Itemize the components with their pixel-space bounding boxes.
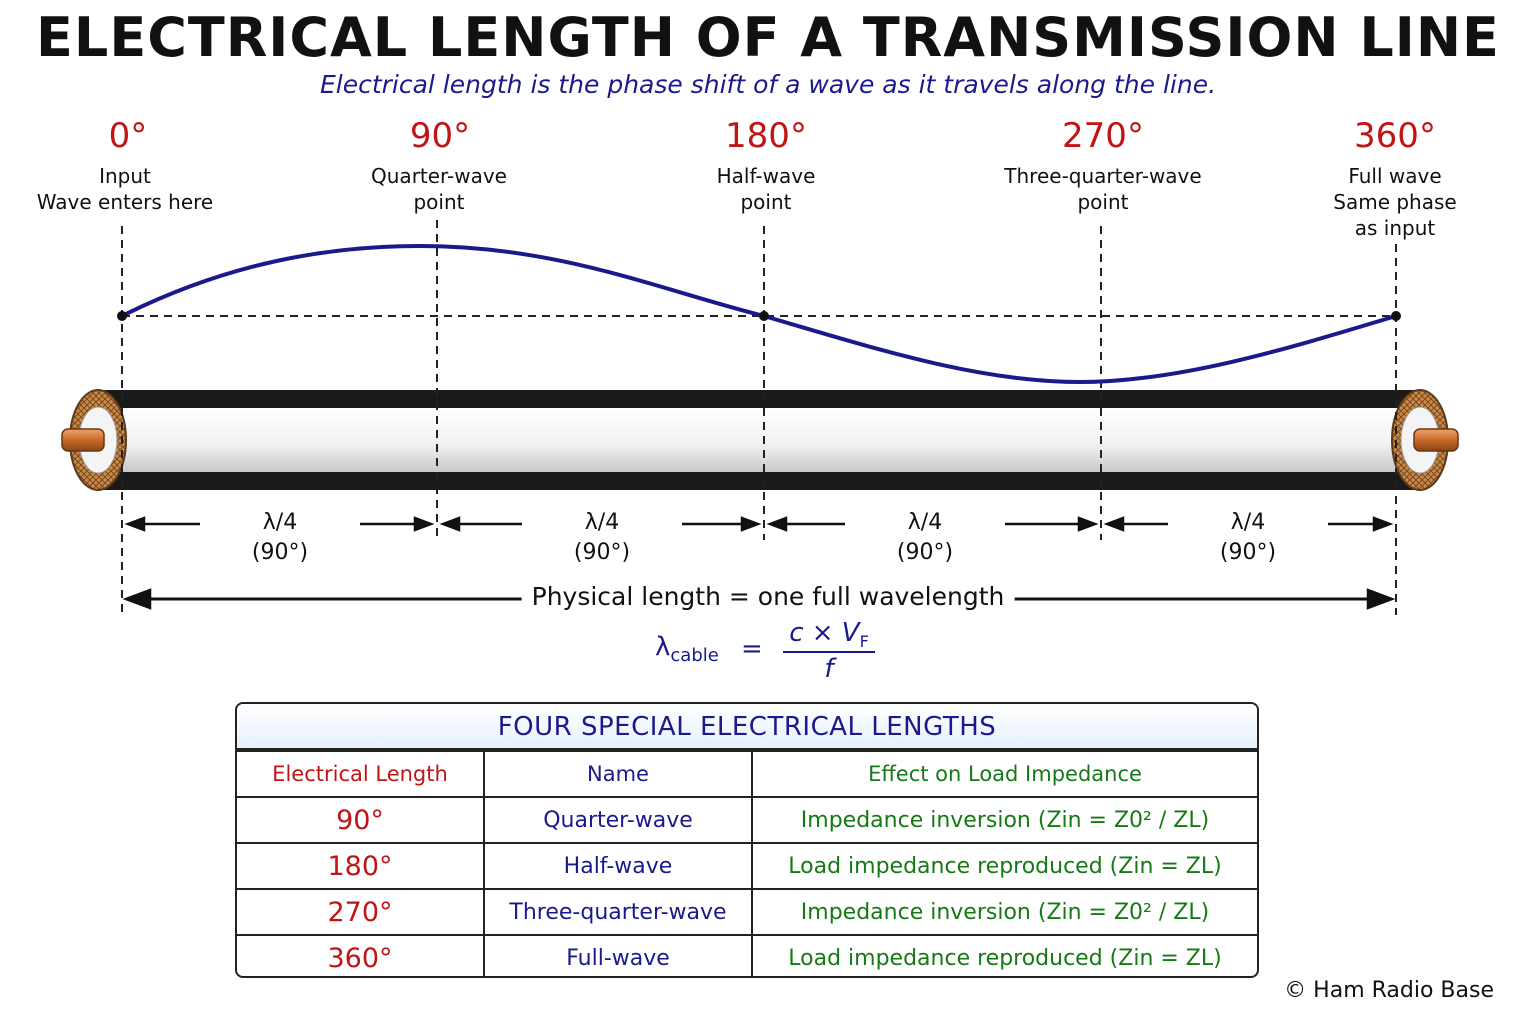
marker-desc-360-line-2: Same phase [1333,190,1457,214]
segment-2-phase: (90°) [573,540,631,565]
segment-arrowhead-3-right [1077,516,1099,532]
physical-arrowhead-left [122,588,152,610]
row-name: Full-wave [483,934,753,976]
row-length: 180° [237,842,485,890]
table-header-row: Electrical Length Name Effect on Load Im… [237,750,1257,798]
segment-2-fraction: λ/4 [584,510,620,535]
wave-point-start [117,311,127,321]
degree-label-90: 90° [409,116,471,156]
left-center-conductor [61,428,105,452]
transmission-line-diagram [61,220,1459,615]
segment-1-fraction: λ/4 [262,510,298,535]
row-name: Half-wave [483,842,753,890]
marker-desc-270: Three-quarter-wave point [973,163,1233,215]
degree-label-0: 0° [108,116,148,156]
marker-desc-0-line-1: Input [99,164,151,188]
row-name: Three-quarter-wave [483,888,753,936]
segment-4-fraction: λ/4 [1230,510,1266,535]
row-effect: Impedance inversion (Zin = Z0² / ZL) [751,796,1257,844]
segment-label-2: λ/4 (90°) [522,508,682,568]
formula-lambda: λ [655,632,671,662]
formula-equals: = [741,634,763,664]
marker-desc-180: Half-wave point [636,163,896,215]
segment-label-3: λ/4 (90°) [845,508,1005,568]
phase-wave [121,243,1397,385]
segment-arrowhead-3-left [766,516,788,532]
segment-arrowhead-2-left [439,516,461,532]
header-electrical-length: Electrical Length [237,750,485,798]
page-title: ELECTRICAL LENGTH OF A TRANSMISSION LINE [36,6,1500,69]
special-lengths-table: FOUR SPECIAL ELECTRICAL LENGTHS Electric… [235,702,1259,978]
row-length: 90° [237,796,485,844]
formula-numerator: c × VF [783,618,875,651]
marker-desc-360-line-3: as input [1354,216,1436,240]
page-subtitle: Electrical length is the phase shift of … [319,70,1217,99]
marker-desc-90: Quarter-wave point [309,163,569,215]
marker-desc-360-line-1: Full wave [1348,164,1442,188]
wave-point-end [1391,311,1401,321]
physical-arrowhead-right [1366,588,1396,610]
row-effect: Load impedance reproduced (Zin = ZL) [751,934,1257,976]
segment-1-phase: (90°) [251,540,309,565]
table-row: 270° Three-quarter-wave Impedance invers… [237,888,1257,936]
segment-3-phase: (90°) [896,540,954,565]
row-length: 360° [237,934,485,976]
table-row: 180° Half-wave Load impedance reproduced… [237,842,1257,890]
header-name: Name [483,750,753,798]
table-title: FOUR SPECIAL ELECTRICAL LENGTHS [237,704,1257,750]
formula-denominator: f [824,654,834,684]
header-effect: Effect on Load Impedance [751,750,1257,798]
formula-numerator-subscript: F [859,632,869,652]
wave-point-mid [759,311,769,321]
cable-dielectric [92,408,1426,472]
segment-arrowhead-1-right [413,516,435,532]
marker-desc-270-line-2: point [1077,190,1129,214]
segment-arrowhead-4-right [1372,516,1394,532]
marker-desc-90-line-1: Quarter-wave [371,164,507,188]
table-row: 90° Quarter-wave Impedance inversion (Zi… [237,796,1257,844]
marker-desc-180-line-1: Half-wave [716,164,816,188]
row-name: Quarter-wave [483,796,753,844]
row-effect: Impedance inversion (Zin = Z0² / ZL) [751,888,1257,936]
marker-desc-90-line-2: point [413,190,465,214]
segment-4-phase: (90°) [1219,540,1277,565]
formula-lhs-subscript: cable [670,645,719,667]
coax-cable [61,389,1459,491]
row-effect: Load impedance reproduced (Zin = ZL) [751,842,1257,890]
degree-label-270: 270° [1062,116,1144,156]
segment-label-1: λ/4 (90°) [200,508,360,568]
degree-label-360: 360° [1354,116,1436,156]
degree-label-180: 180° [725,116,807,156]
segment-3-fraction: λ/4 [907,510,943,535]
segment-arrowhead-1-left [124,516,146,532]
formula-lhs: λcable [655,632,719,666]
formula-fraction-bar [783,651,875,653]
physical-length-label: Physical length = one full wavelength [521,582,1015,611]
table-row: 360° Full-wave Load impedance reproduced… [237,934,1257,976]
segment-arrowhead-4-left [1103,516,1125,532]
marker-desc-0: Input Wave enters here [0,163,255,215]
right-center-conductor [1413,428,1459,452]
row-length: 270° [237,888,485,936]
lengths-table: Electrical Length Name Effect on Load Im… [237,750,1257,976]
marker-desc-0-line-2: Wave enters here [36,190,214,214]
formula-numerator-text: c × V [789,618,860,648]
marker-desc-180-line-2: point [740,190,792,214]
marker-desc-360: Full wave Same phase as input [1265,163,1525,241]
segment-label-4: λ/4 (90°) [1168,508,1328,568]
marker-desc-270-line-1: Three-quarter-wave [1004,164,1202,188]
segment-arrowhead-2-right [740,516,762,532]
copyright-notice: © Ham Radio Base [1284,978,1494,1003]
